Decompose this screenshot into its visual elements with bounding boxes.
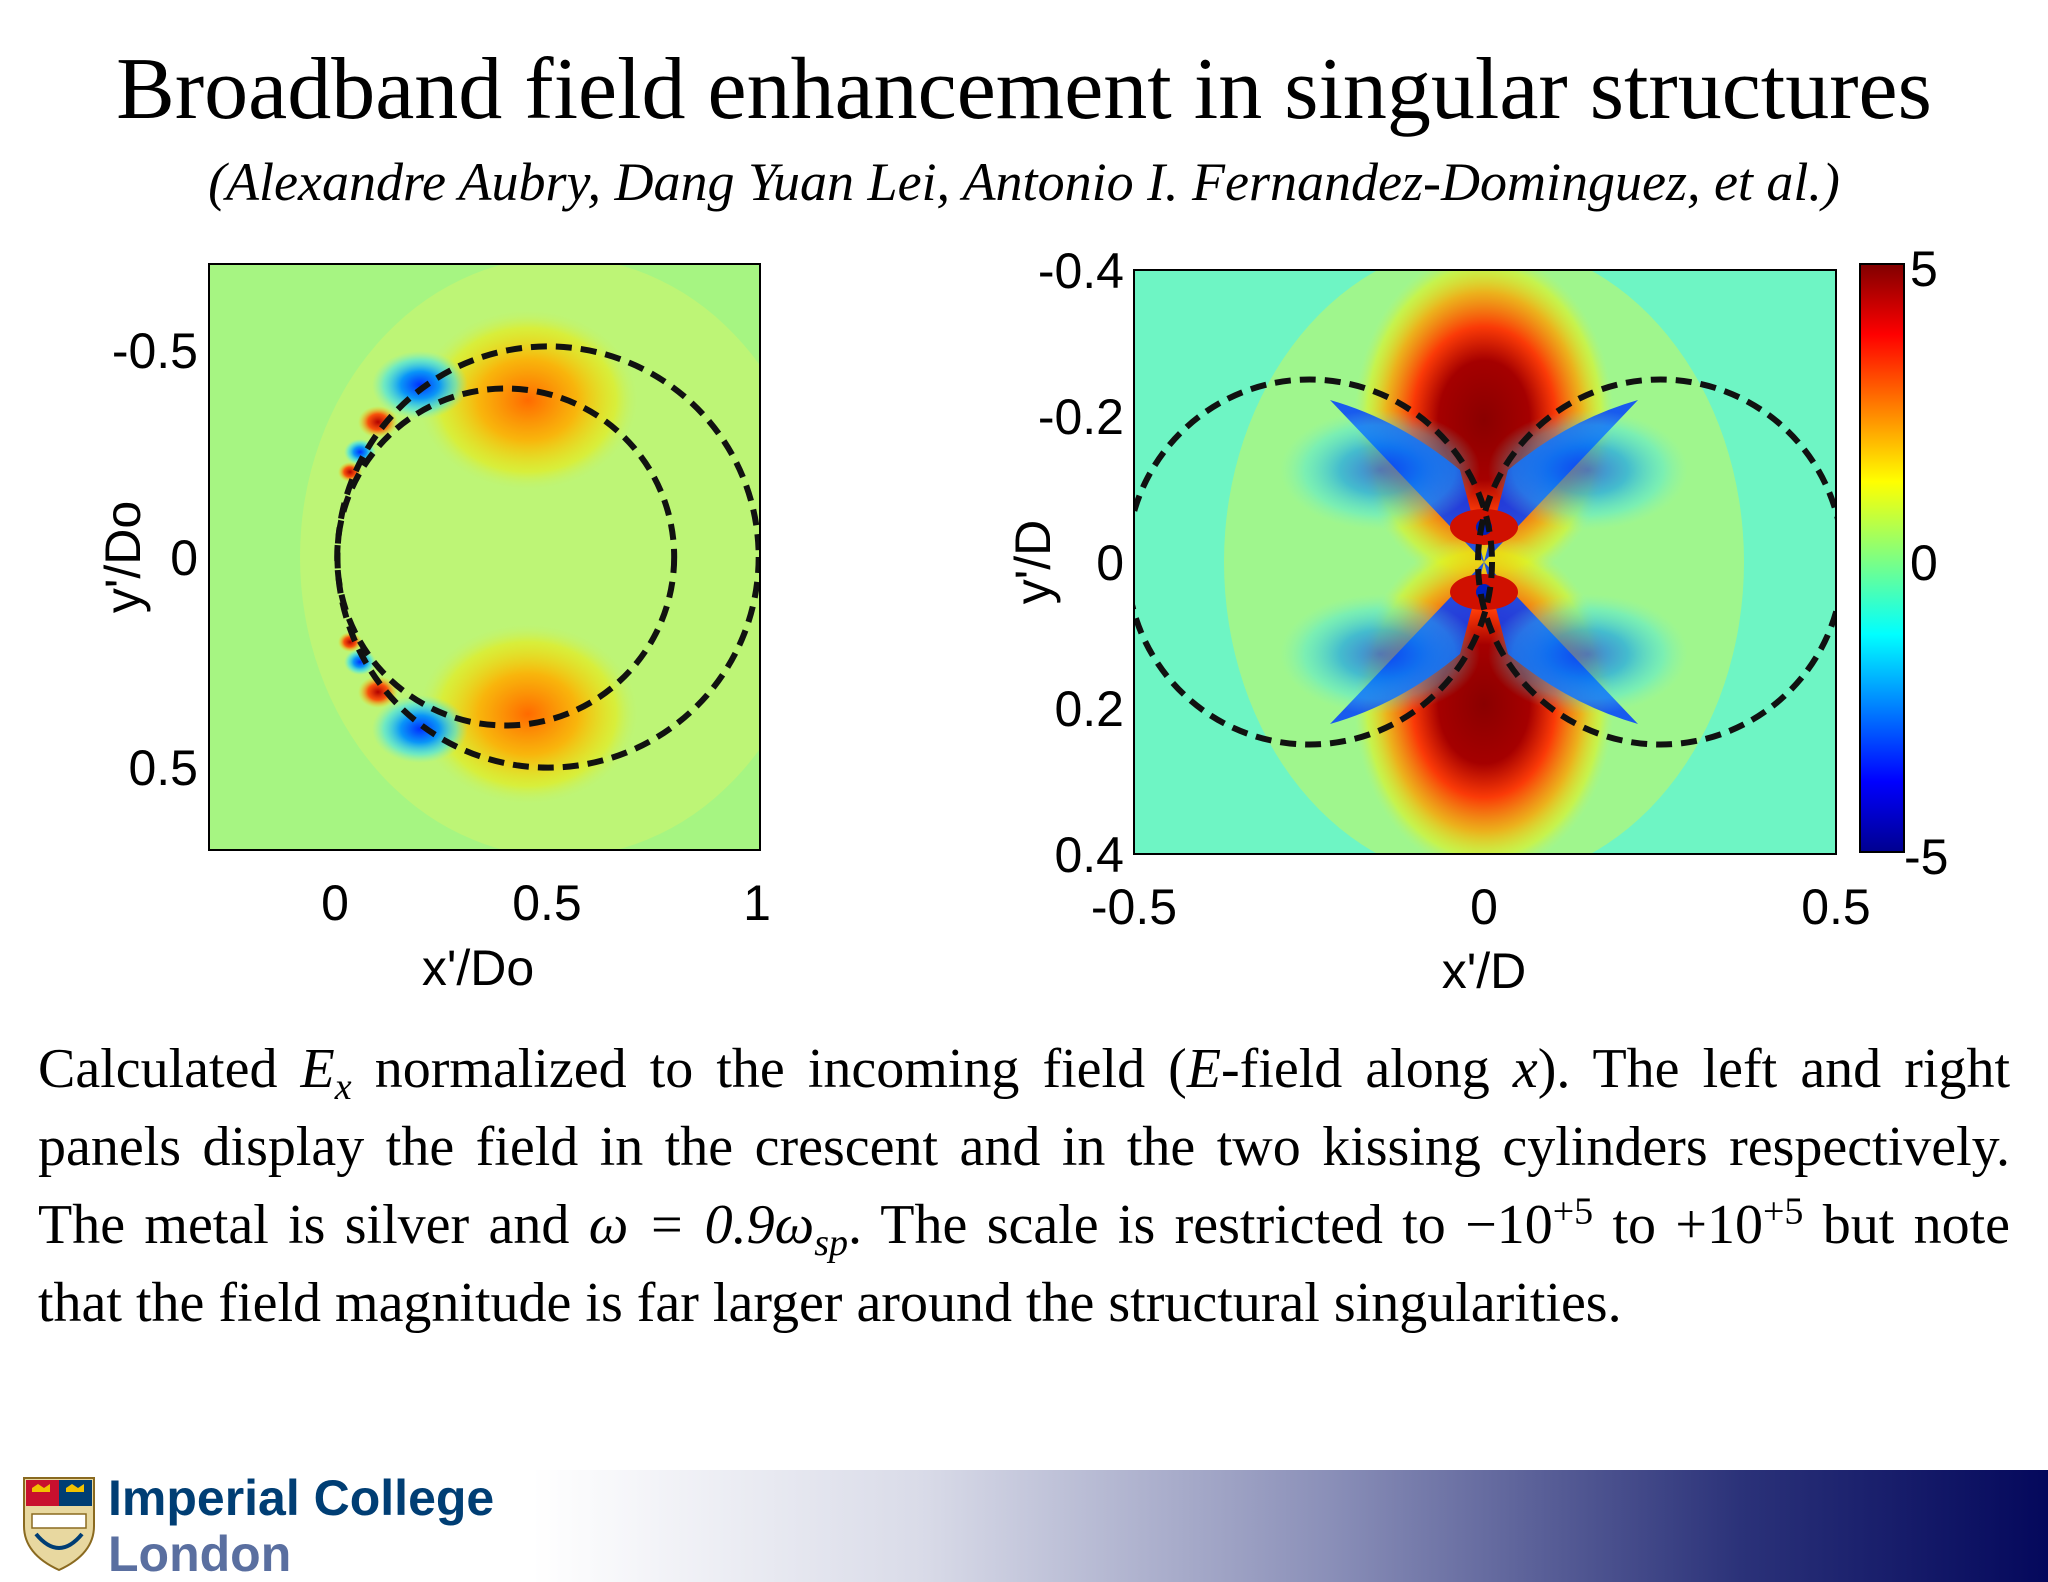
right-xtick-2: 0.5 [1801,879,1871,935]
caption-rest1: ). The left and right panels display the… [38,1038,2011,1256]
colorbar-tick-zero: 0 [1910,535,1938,591]
left-heatmap [208,263,761,851]
colorbar-gradient [1859,263,1905,853]
colorbar-tick-max: 5 [1910,241,1938,297]
right-ytick-0: -0.4 [1038,243,1124,299]
left-ytick-0: -0.5 [112,323,198,379]
imperial-crest-icon [23,1477,95,1572]
left-blue-spot-bottom [344,649,376,675]
right-xtick-1: 0 [1470,879,1498,935]
caption-field-along: -field along [1221,1038,1490,1100]
figure: 0 0.5 1 -0.5 0 0.5 x'/Do y'/Do [95,241,1948,999]
caption-E: E [300,1038,335,1100]
right-ytick-2: 0 [1096,535,1124,591]
right-heatmap [1133,269,1837,855]
right-blue-glow-tr [1488,410,1688,530]
caption-omega: ω = 0.9ω [588,1194,815,1256]
caption-sp: sp [814,1222,848,1265]
left-x-ticks: 0 0.5 1 [321,875,771,931]
figure-caption: Calculated Ex normalized to the incoming… [38,1030,2010,1342]
right-right-cylinder [1475,376,1836,748]
left-xlabel: x'/Do [422,940,534,996]
caption-x2: x [1512,1038,1538,1100]
left-xtick-1: 0.5 [512,875,582,931]
caption-exp2: +5 [1762,1190,1804,1233]
right-blue-glow-bl [1280,594,1480,714]
left-ytick-2: 0.5 [128,740,198,796]
left-ylabel: y'/Do [95,501,151,613]
left-red-spot-top [358,406,398,438]
left-orange-lobe-bottom [418,624,638,804]
right-ytick-4: 0.4 [1054,827,1124,883]
right-xlabel: x'/D [1442,943,1527,999]
right-ytick-3: 0.2 [1054,681,1124,737]
caption-to: to +10 [1612,1194,1763,1256]
left-ytick-1: 0 [170,530,198,586]
caption-normalized: normalized to the incoming field ( [374,1038,1187,1100]
imperial-logo-text: Imperial College London [108,1470,494,1582]
caption-rest3: but note that the field magnitude is far… [38,1194,2011,1334]
right-plot-frame [1133,269,1837,855]
caption-E2: E [1186,1038,1222,1100]
colorbar: 5 0 -5 [1859,241,1948,885]
footer-band [0,1470,2048,1582]
logo-line-1: Imperial College [108,1470,495,1526]
left-orange-lobe-top [418,310,638,490]
caption-range-from: −10 [1465,1194,1553,1256]
caption-x-sub: x [334,1066,352,1109]
left-y-ticks: -0.5 0 0.5 [112,323,198,796]
right-blue-glow-tl [1280,410,1480,530]
left-xtick-2: 1 [743,875,771,931]
right-xtick-0: -0.5 [1091,879,1177,935]
right-ytick-1: -0.2 [1038,389,1124,445]
slide-authors: (Alexandre Aubry, Dang Yuan Lei, Antonio… [208,152,1840,212]
caption-exp1: +5 [1552,1190,1594,1233]
caption-calculated: Calculated [38,1038,278,1100]
left-red-spot-bottom [358,676,398,708]
slide-title: Broadband field enhancement in singular … [116,41,1932,138]
left-plot-frame [208,263,761,851]
right-y-ticks: -0.4 -0.2 0 0.2 0.4 [1038,243,1124,883]
left-inner-circle [334,385,678,729]
left-xtick-0: 0 [321,875,349,931]
right-ylabel: y'/D [1005,520,1061,605]
right-x-ticks: -0.5 0 0.5 [1091,879,1871,935]
logo-line-2: London [108,1526,292,1582]
colorbar-tick-min: -5 [1904,829,1948,885]
right-left-cylinder [1134,376,1495,748]
right-blue-glow-br [1488,594,1688,714]
caption-rest2: . The scale is restricted to [848,1194,1446,1256]
